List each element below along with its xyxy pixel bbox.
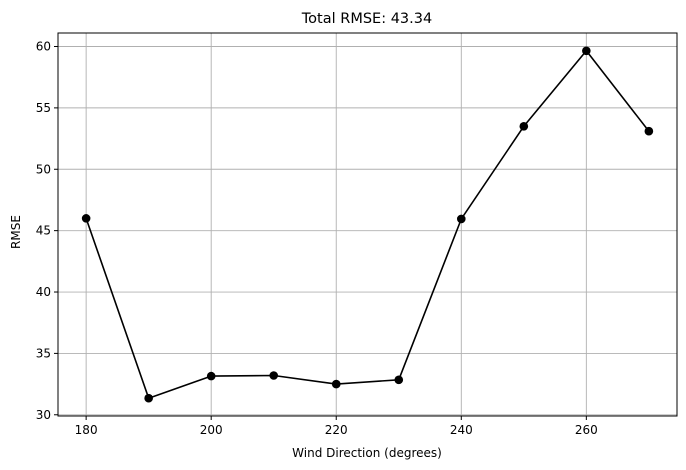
x-tick-label: 240 bbox=[450, 423, 473, 437]
data-point bbox=[456, 214, 466, 224]
x-axis-ticks: 180 200 220 240 260 bbox=[75, 416, 598, 437]
y-tick-label: 35 bbox=[36, 346, 51, 360]
y-tick-label: 30 bbox=[36, 408, 51, 422]
data-point bbox=[144, 393, 153, 403]
data-point bbox=[206, 371, 216, 381]
data-point bbox=[81, 214, 91, 223]
x-tick-label: 200 bbox=[200, 423, 223, 437]
series-layer bbox=[81, 46, 654, 403]
data-point bbox=[269, 371, 279, 380]
y-tick-label: 40 bbox=[36, 285, 51, 299]
data-point bbox=[519, 121, 529, 131]
x-tick-label: 260 bbox=[575, 423, 598, 437]
data-point bbox=[582, 46, 591, 56]
x-axis-label: Wind Direction (degrees) bbox=[292, 446, 442, 460]
grid bbox=[58, 33, 677, 416]
data-point bbox=[331, 379, 341, 389]
data-point bbox=[394, 375, 404, 385]
series-line bbox=[85, 49, 650, 400]
chart-title: Total RMSE: 43.34 bbox=[301, 11, 432, 27]
y-tick-label: 45 bbox=[36, 224, 51, 238]
y-tick-label: 50 bbox=[36, 162, 51, 176]
x-tick-label: 180 bbox=[75, 423, 98, 437]
x-tick-label: 220 bbox=[325, 423, 348, 437]
y-axis-label: RMSE bbox=[9, 215, 23, 249]
y-tick-label: 60 bbox=[36, 40, 51, 54]
data-point bbox=[644, 126, 654, 136]
y-tick-label: 55 bbox=[36, 101, 51, 115]
y-axis-ticks: 30 35 40 45 50 55 60 bbox=[36, 40, 58, 422]
plot-frame bbox=[57, 32, 678, 417]
